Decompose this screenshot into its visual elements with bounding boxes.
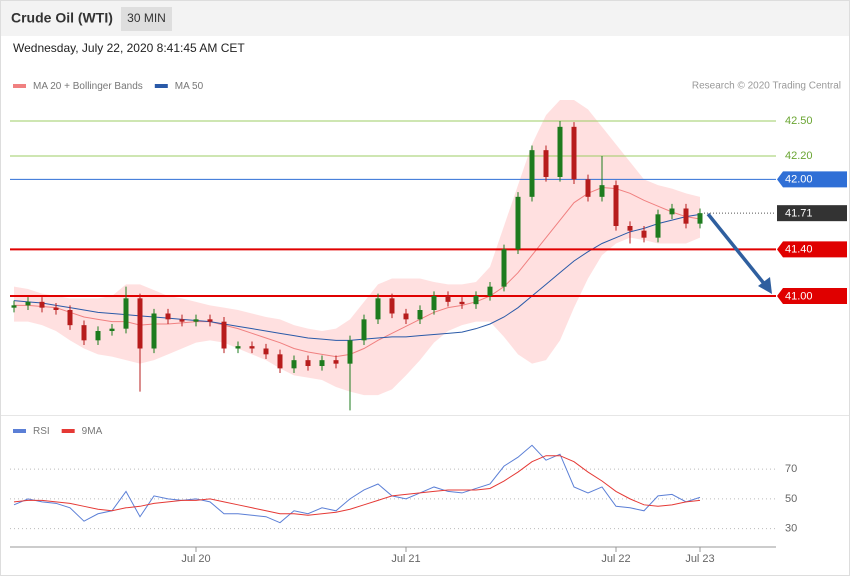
candle-body (473, 296, 479, 305)
candle-body (697, 213, 703, 224)
candle-body (669, 208, 675, 215)
level-box (777, 288, 847, 304)
candle-body (263, 348, 269, 355)
candle-body (81, 325, 87, 341)
level-label: 42.50 (785, 115, 813, 127)
candle-body (529, 150, 535, 197)
candle-body (515, 196, 521, 250)
credit: Research © 2020 Trading Central (692, 81, 841, 92)
y-tick-label: 50 (785, 493, 797, 505)
bollinger-band (14, 100, 700, 396)
candle-body (221, 321, 227, 349)
legend-label: MA 20 + Bollinger Bands (33, 81, 143, 92)
y-tick-label: 30 (785, 523, 797, 535)
level-label: 41.00 (785, 290, 813, 302)
candle-body (207, 319, 213, 322)
legend-swatch (61, 429, 75, 433)
legend-swatch (13, 84, 26, 88)
candle-body (319, 360, 325, 366)
candle-body (165, 313, 171, 320)
last-price-box (777, 205, 847, 222)
candle-body (627, 226, 633, 231)
candle-body (459, 301, 465, 305)
candle-body (67, 310, 73, 326)
candle-body (347, 340, 353, 364)
candle-body (53, 307, 59, 310)
candle-body (235, 346, 241, 349)
rsi-line (13, 444, 701, 524)
candle-body (305, 360, 311, 366)
candle-body (277, 354, 283, 369)
legend-label: 9MA (82, 426, 103, 437)
candle-body (557, 126, 563, 177)
candle-body (571, 126, 577, 180)
candle-body (487, 286, 493, 296)
candle-body (291, 360, 297, 369)
candle-body (39, 301, 45, 308)
candle-body (179, 319, 185, 322)
level-box (777, 241, 847, 258)
level-label: 42.20 (785, 150, 813, 162)
candle-body (95, 331, 101, 341)
last-price-label: 41.71 (785, 208, 813, 220)
interval: 30 MIN (127, 11, 166, 25)
candle-body (417, 310, 423, 320)
candle-body (333, 360, 339, 364)
legend-label: MA 50 (175, 81, 204, 92)
level-label: 41.40 (785, 244, 813, 256)
level-label: 42.00 (785, 174, 813, 186)
x-tick-label: Jul 21 (391, 553, 420, 565)
candle-body (613, 185, 619, 226)
candle-body (25, 301, 31, 306)
forecast-arrow (706, 212, 768, 288)
candle-body (599, 185, 605, 197)
candle-body (193, 319, 199, 322)
candle-body (123, 298, 129, 329)
candle-body (389, 298, 395, 314)
candle-body (249, 346, 255, 349)
candle-body (431, 296, 437, 310)
candle-body (445, 296, 451, 302)
candle-body (585, 179, 591, 197)
candle-body (375, 298, 381, 320)
candle-body (501, 249, 507, 287)
candle-body (11, 305, 17, 308)
timestamp: Wednesday, July 22, 2020 8:41:45 AM CET (13, 41, 245, 55)
candle-body (361, 319, 367, 341)
interval-badge (121, 7, 172, 31)
x-tick-label: Jul 20 (181, 553, 210, 565)
legend-label: RSI (33, 426, 50, 437)
candle-body (151, 313, 157, 349)
title: Crude Oil (WTI) (11, 10, 113, 26)
x-tick-label: Jul 22 (601, 553, 630, 565)
rsi-line (13, 455, 701, 516)
price-panel: 42.50 42.20 42.00 41.40 41.00 41.71 MA 20 + Bo… (10, 81, 847, 411)
candle-body (109, 328, 115, 331)
y-tick-label: 70 (785, 463, 797, 475)
candle-body (403, 313, 409, 320)
candle-body (655, 214, 661, 238)
candle-body (641, 230, 647, 238)
candle-body (683, 208, 689, 224)
legend-swatch (154, 84, 168, 88)
arrow-head (758, 277, 772, 294)
rsi-panel: 30 50 70 Jul 20 Jul 21 Jul 22 Jul 23 RSI 9MA (10, 426, 797, 565)
candle-body (543, 150, 549, 177)
level-box (777, 171, 847, 188)
candle-body (137, 298, 143, 349)
legend-swatch (13, 429, 26, 433)
x-tick-label: Jul 23 (685, 553, 714, 565)
